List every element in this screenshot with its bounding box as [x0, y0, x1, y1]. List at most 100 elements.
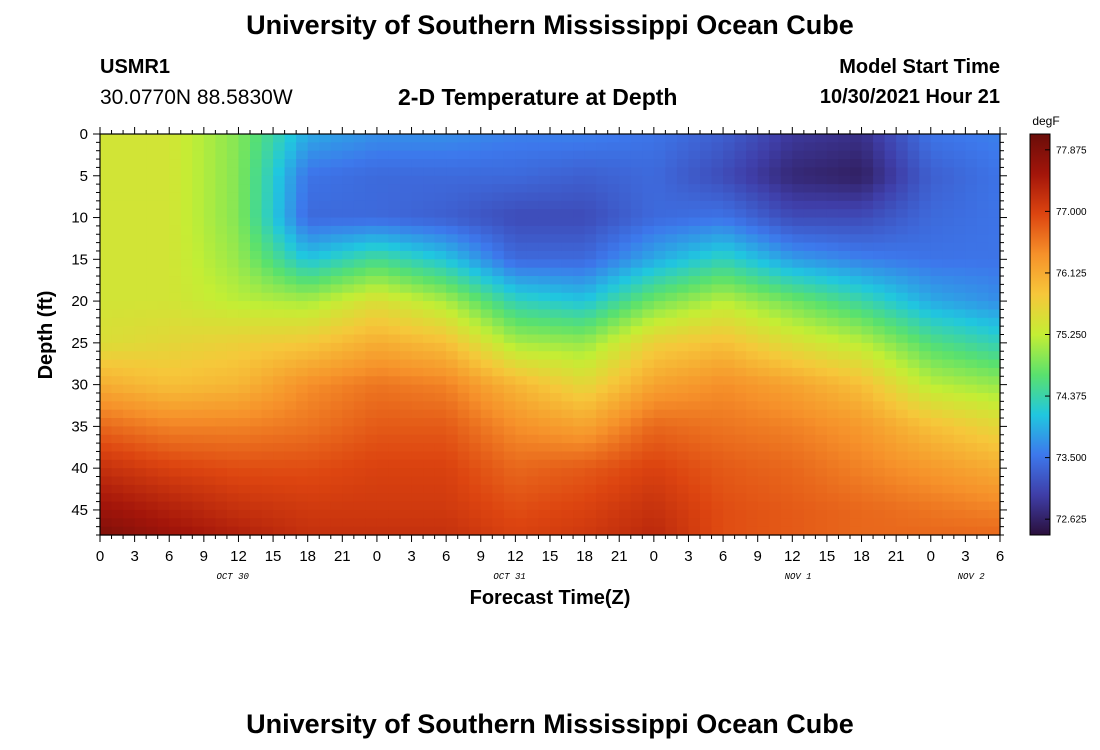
heatmap-cell [503, 259, 516, 269]
heatmap-cell [838, 509, 851, 519]
heatmap-cell [469, 267, 482, 277]
heatmap-cell [930, 376, 943, 386]
heatmap-cell [446, 434, 459, 444]
heatmap-cell [550, 175, 563, 185]
heatmap-cell [550, 301, 563, 311]
heatmap-cell [169, 434, 182, 444]
heatmap-cell [596, 200, 609, 210]
heatmap-cell [873, 401, 886, 411]
heatmap-cell [146, 142, 159, 152]
heatmap-cell [307, 342, 320, 352]
heatmap-cell [550, 292, 563, 302]
heatmap-cell [976, 142, 990, 152]
heatmap-cell [792, 443, 805, 453]
heatmap-cell [757, 443, 770, 453]
heatmap-cell [688, 392, 701, 402]
heatmap-cell [596, 418, 609, 427]
heatmap-cell [457, 250, 470, 260]
heatmap-cell [550, 209, 563, 219]
heatmap-cell [769, 434, 782, 444]
x-tick-label: 9 [477, 548, 485, 565]
heatmap-cell [180, 209, 193, 219]
heatmap-cell [353, 501, 366, 511]
heatmap-cell [273, 501, 286, 511]
heatmap-cell [584, 309, 597, 319]
heatmap-cell [538, 518, 551, 528]
heatmap-cell [215, 401, 228, 411]
heatmap-cell [319, 267, 332, 277]
heatmap-cell [192, 276, 205, 285]
heatmap-cell [596, 493, 609, 503]
heatmap-cell [780, 384, 793, 394]
heatmap-cell [134, 509, 147, 519]
heatmap-cell [192, 367, 205, 377]
heatmap-cell [480, 484, 493, 494]
heatmap-cell [157, 484, 170, 494]
heatmap-cell [561, 409, 574, 419]
heatmap-cell [688, 326, 701, 336]
heatmap-cell [988, 225, 1001, 235]
heatmap-cell [642, 267, 655, 277]
heatmap-cell [388, 259, 401, 269]
heatmap-cell [930, 367, 943, 377]
heatmap-cell [411, 459, 424, 469]
heatmap-cell [815, 167, 828, 177]
heatmap-cell [469, 159, 482, 169]
heatmap-cell [457, 217, 470, 227]
heatmap-cell [157, 384, 170, 394]
heatmap-cell [965, 234, 978, 244]
heatmap-cell [953, 250, 966, 260]
heatmap-cell [826, 250, 840, 260]
heatmap-cell [296, 259, 309, 269]
heatmap-cell [446, 376, 459, 386]
heatmap-cell [584, 167, 597, 177]
heatmap-cell [734, 184, 747, 194]
heatmap-cell [307, 409, 320, 419]
heatmap-cell [561, 401, 574, 411]
heatmap-cell [734, 409, 747, 419]
heatmap-cell [400, 209, 413, 219]
heatmap-cell [330, 526, 343, 536]
heatmap-cell [515, 267, 528, 277]
heatmap-cell [146, 359, 159, 369]
heatmap-cell [284, 509, 297, 519]
heatmap-cell [538, 334, 551, 344]
heatmap-cell [896, 159, 909, 169]
heatmap-cell [215, 509, 228, 519]
heatmap-cell [700, 234, 713, 244]
heatmap-cell [815, 418, 828, 427]
heatmap-cell [734, 384, 747, 394]
heatmap-cell [723, 484, 736, 494]
heatmap-cell [203, 217, 216, 227]
heatmap-cell [596, 359, 609, 369]
heatmap-cell [976, 150, 990, 160]
heatmap-cell [388, 342, 401, 352]
heatmap-cell [665, 301, 678, 311]
heatmap-cell [919, 259, 932, 269]
heatmap-cell [492, 493, 505, 503]
heatmap-cell [873, 459, 886, 469]
heatmap-cell [203, 334, 216, 344]
heatmap-cell [573, 418, 586, 427]
heatmap-cell [123, 401, 136, 411]
heatmap-cell [492, 501, 505, 511]
heatmap-cell [284, 175, 297, 185]
heatmap-cell [873, 434, 886, 444]
heatmap-cell [573, 142, 586, 152]
heatmap-cell [538, 284, 551, 294]
heatmap-cell [250, 184, 263, 194]
heatmap-cell [596, 342, 609, 352]
heatmap-cell [561, 426, 574, 436]
heatmap-cell [192, 376, 205, 386]
heatmap-cell [850, 518, 863, 528]
heatmap-cell [884, 392, 897, 402]
station-id: USMR1 [100, 56, 171, 78]
heatmap-cell [446, 451, 459, 461]
heatmap-cell [953, 384, 966, 394]
heatmap-cell [492, 276, 505, 285]
heatmap-cell [538, 292, 551, 302]
heatmap-cell [515, 284, 528, 294]
heatmap-cell [203, 142, 216, 152]
heatmap-cell [884, 418, 897, 427]
heatmap-cell [180, 259, 193, 269]
